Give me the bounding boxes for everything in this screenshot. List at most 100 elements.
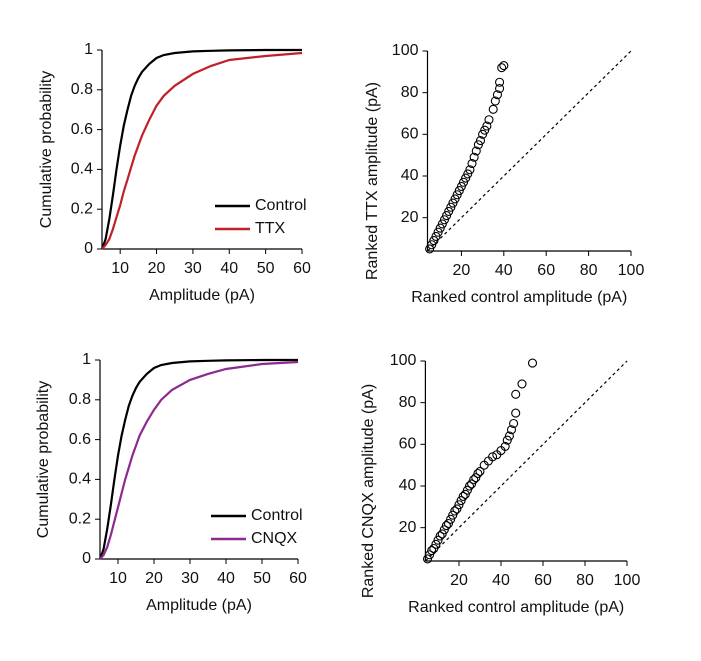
point [527, 358, 538, 368]
cdf-line [98, 358, 298, 560]
point [478, 129, 488, 139]
point [502, 435, 512, 445]
y-tick-label: 0.4 [69, 471, 91, 488]
point [471, 146, 481, 156]
y-tick-label: 0 [82, 550, 91, 567]
y-tick-label: 80 [401, 84, 419, 101]
point [427, 546, 437, 556]
y-tick-label: 60 [401, 126, 419, 143]
y-tick-label: 0.8 [69, 391, 91, 408]
y-tick-label: 1 [82, 351, 91, 368]
x-tick-label: 40 [220, 260, 238, 277]
point [425, 244, 435, 254]
point [497, 63, 507, 73]
point [484, 115, 494, 125]
x-tick-label: 20 [453, 262, 471, 279]
point [456, 496, 466, 506]
legend-label: CNQX [251, 530, 298, 547]
y-axis-label: Ranked TTX amplitude (pA) [364, 82, 381, 280]
y-tick-label: 0.6 [71, 121, 93, 138]
point [454, 500, 464, 510]
x-axis-label: Ranked control amplitude (pA) [408, 599, 624, 616]
point [475, 466, 485, 476]
y-tick-label: 0.6 [69, 431, 91, 448]
y-tick-label: 100 [390, 352, 417, 369]
point [469, 475, 479, 485]
point [469, 152, 479, 162]
point [441, 521, 451, 531]
x-tick-label: 80 [576, 572, 594, 589]
point [467, 158, 477, 169]
point [462, 485, 472, 495]
point [429, 236, 439, 246]
y-tick-label: 0.8 [71, 81, 93, 98]
point [463, 169, 473, 179]
y-tick-label: 40 [401, 167, 419, 184]
x-tick-label: 30 [181, 570, 199, 587]
y-tick-label: 0.2 [69, 510, 91, 527]
point [452, 190, 462, 200]
cdf-line [99, 360, 299, 560]
point [442, 211, 452, 221]
point [443, 518, 454, 529]
point [452, 504, 462, 514]
point [488, 104, 498, 114]
x-tick-label: 60 [293, 260, 311, 277]
point [458, 177, 469, 187]
point [492, 90, 503, 100]
x-tick-label: 40 [495, 262, 513, 279]
point [435, 531, 445, 541]
x-tick-label: 60 [537, 262, 555, 279]
point [437, 529, 447, 539]
point [499, 61, 509, 71]
y-axis-label: Ranked CNQX amplitude (pA) [360, 384, 377, 598]
x-tick-label: 100 [614, 572, 641, 589]
point [471, 473, 481, 483]
point [435, 223, 445, 233]
x-tick-label: 50 [253, 570, 271, 587]
point [448, 510, 458, 520]
x-tick-label: 60 [534, 572, 552, 589]
legend-label: Control [255, 197, 307, 214]
point [511, 408, 521, 418]
point [433, 535, 443, 545]
x-tick-label: 100 [618, 262, 645, 279]
x-tick-label: 20 [148, 260, 166, 277]
x-tick-label: 10 [109, 570, 127, 587]
point [473, 140, 483, 150]
point [450, 194, 460, 204]
x-tick-label: 40 [492, 572, 510, 589]
point [444, 206, 454, 216]
y-tick-label: 80 [399, 394, 417, 411]
point [431, 231, 441, 241]
y-axis-label: Cumulative probability [35, 381, 52, 538]
point [422, 554, 433, 564]
y-tick-label: 40 [399, 477, 417, 494]
x-tick-label: 20 [145, 570, 163, 587]
point [465, 165, 475, 175]
point [427, 240, 437, 250]
point [439, 525, 449, 535]
point [482, 121, 492, 131]
x-tick-label: 40 [217, 570, 235, 587]
legend-label: TTX [255, 220, 286, 237]
y-tick-label: 0.2 [71, 200, 93, 217]
y-tick-label: 0.4 [71, 161, 93, 178]
cdf-line [101, 51, 303, 250]
point [446, 514, 456, 524]
legend-label: Control [251, 507, 303, 524]
x-axis-label: Amplitude (pA) [146, 597, 252, 614]
x-tick-label: 30 [184, 260, 202, 277]
point [437, 219, 447, 229]
point [475, 136, 486, 146]
point [480, 125, 490, 135]
point [429, 543, 439, 554]
identity-line [424, 360, 628, 562]
point [509, 418, 519, 429]
point [425, 550, 435, 560]
point [488, 452, 498, 462]
point [506, 425, 517, 435]
y-tick-label: 20 [399, 519, 417, 536]
point [511, 389, 521, 399]
